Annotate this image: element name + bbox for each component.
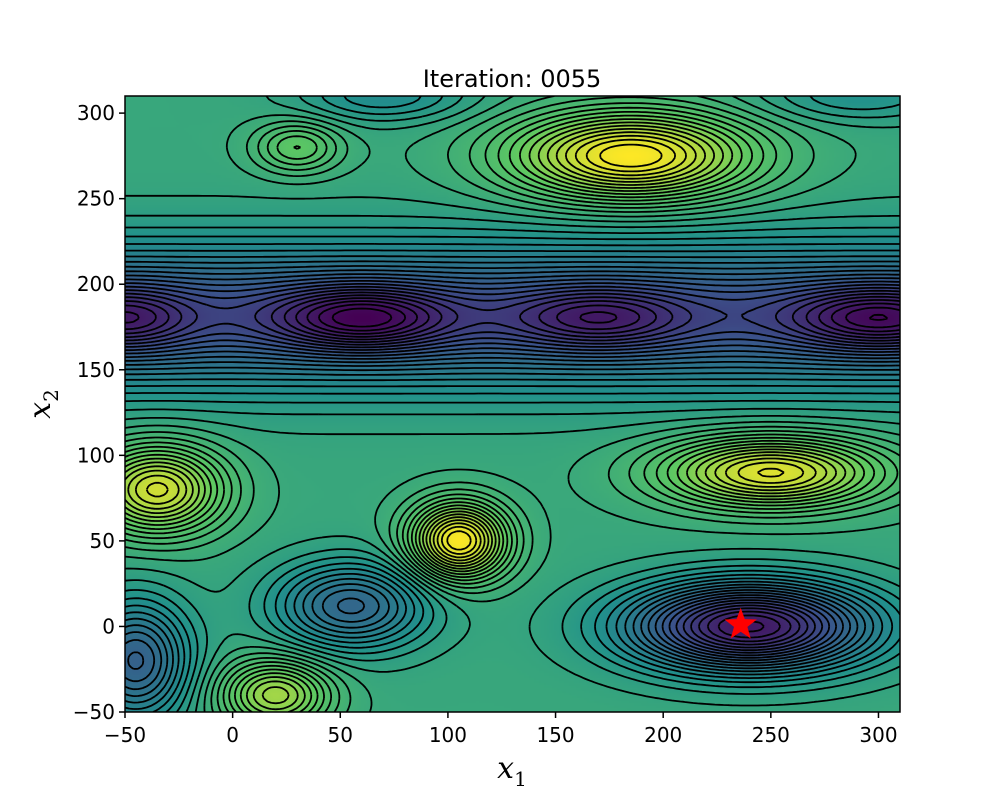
contour-line xyxy=(125,96,900,712)
contour-line xyxy=(145,134,805,559)
y-tick-label: −50 xyxy=(73,700,115,724)
y-tick-label: 50 xyxy=(90,529,115,553)
contour-line xyxy=(125,291,900,646)
contour-line xyxy=(125,114,866,712)
contour-line xyxy=(125,297,900,639)
contour-line xyxy=(125,106,886,712)
contour-line xyxy=(440,138,785,555)
y-tick-label: 300 xyxy=(77,101,115,125)
x-tick-label: 250 xyxy=(752,723,790,747)
contour-line xyxy=(125,280,900,657)
contour-lines xyxy=(125,96,900,712)
chart-title: Iteration: 0055 xyxy=(423,65,602,93)
contour-line xyxy=(125,288,900,649)
objective-heatmap xyxy=(125,96,900,712)
contour-line xyxy=(446,143,663,551)
contour-line xyxy=(125,269,900,683)
x-tick-label: 150 xyxy=(536,723,574,747)
contour-line xyxy=(125,96,900,712)
x-tick-label: 300 xyxy=(859,723,897,747)
x-tick-label: 100 xyxy=(429,723,467,747)
contour-line xyxy=(125,96,900,712)
contour-line xyxy=(125,265,900,691)
contour-line xyxy=(125,121,847,711)
contour-line xyxy=(125,285,900,652)
y-tick-label: 100 xyxy=(77,443,115,467)
contour-line xyxy=(125,96,900,712)
contour-line xyxy=(125,118,856,712)
x-axis-ticks: −50 0 50 100 150 200 250 300 xyxy=(104,712,898,747)
y-axis-label: x2 xyxy=(23,389,63,419)
contour-line xyxy=(125,249,900,710)
contour-line xyxy=(125,96,900,712)
contour-line xyxy=(125,255,900,704)
y-tick-label: 150 xyxy=(77,358,115,382)
contour-line xyxy=(125,102,899,712)
plot-frame xyxy=(124,95,901,713)
contour-line xyxy=(331,307,889,328)
marker-layer xyxy=(724,607,757,639)
contour-line xyxy=(318,303,900,332)
contour-line xyxy=(125,294,900,643)
x-tick-label: −50 xyxy=(104,723,146,747)
contour-line xyxy=(125,260,900,697)
contour-line xyxy=(125,111,876,712)
best-point-star-marker xyxy=(724,607,757,639)
contour-line xyxy=(125,283,900,654)
y-tick-label: 0 xyxy=(102,614,115,638)
x-tick-label: 0 xyxy=(226,723,239,747)
y-tick-label: 200 xyxy=(77,272,115,296)
x-tick-label: 200 xyxy=(644,723,682,747)
contour-line xyxy=(125,273,900,670)
y-tick-label: 250 xyxy=(77,187,115,211)
contour-line xyxy=(125,96,900,712)
x-tick-label: 50 xyxy=(328,723,353,747)
contour-line xyxy=(125,276,900,659)
contour-line xyxy=(125,124,838,705)
contour-line xyxy=(134,131,817,562)
x-axis-label: x1 xyxy=(497,751,527,791)
y-axis-ticks: −50 0 50 100 150 200 250 300 xyxy=(73,101,125,724)
contour-line xyxy=(127,128,828,565)
